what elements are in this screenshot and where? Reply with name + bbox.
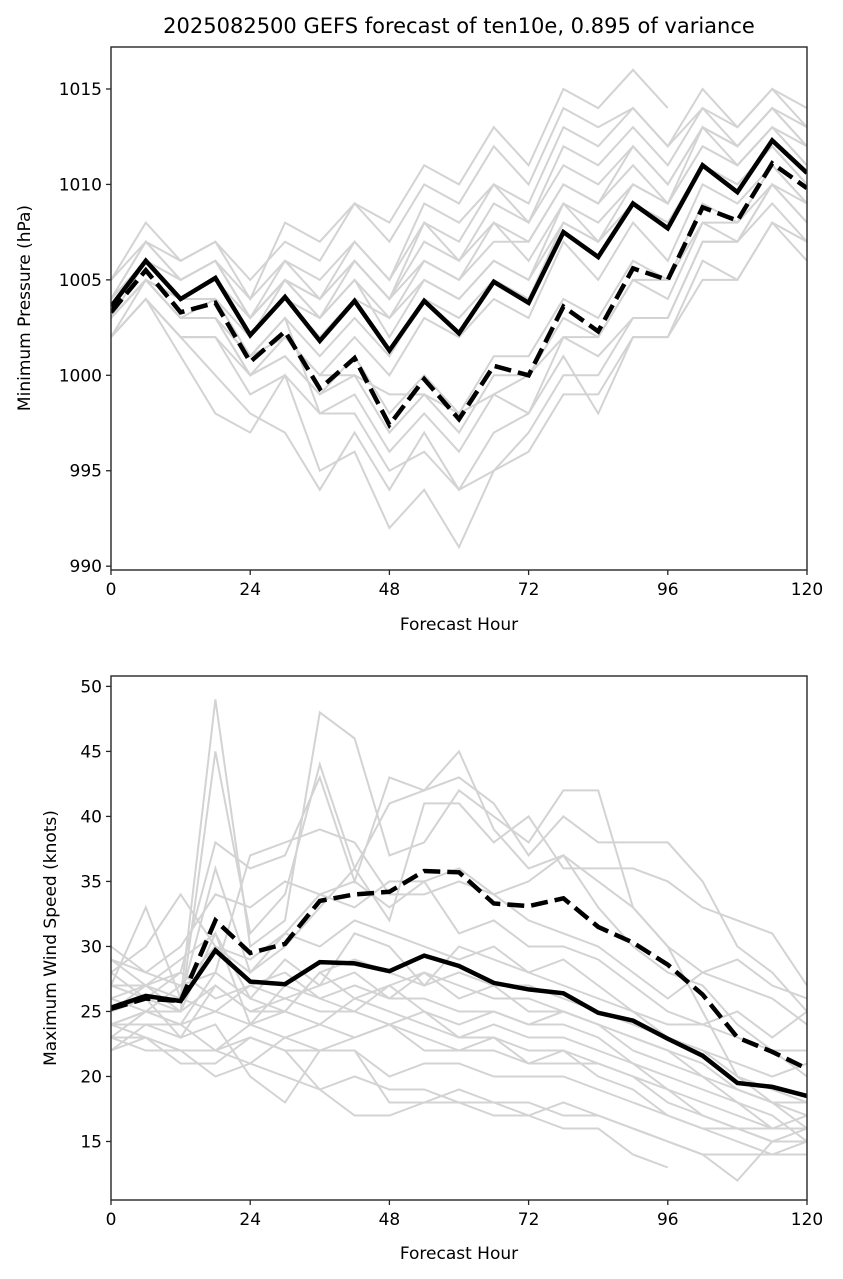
wind-y-tick-label: 25 xyxy=(80,1002,102,1022)
pressure-y-tick-label: 990 xyxy=(70,557,102,577)
pressure-member-line xyxy=(111,87,807,302)
wind-x-tick-label: 120 xyxy=(791,1210,823,1230)
wind-x-tick-label: 0 xyxy=(106,1210,117,1230)
pressure-mean-lines xyxy=(111,137,807,430)
pressure-x-tick-label: 72 xyxy=(518,580,540,600)
pressure-panel: 0 24 48 72 96 120 990 995 1000 1005 1010 1015 Fore… xyxy=(15,46,823,635)
wind-y-axis-label: Maximum Wind Speed (knots) xyxy=(41,810,61,1066)
pressure-member-line xyxy=(111,220,807,492)
wind-weighted-line xyxy=(111,868,807,1071)
pressure-x-tick-label: 0 xyxy=(106,580,117,600)
wind-y-tick-label: 50 xyxy=(80,677,102,697)
pressure-mean-line xyxy=(111,137,807,355)
pressure-member-line xyxy=(111,202,807,550)
chart-title: 2025082500 GEFS forecast of ten10e, 0.89… xyxy=(163,14,755,38)
pressure-x-tick-label: 96 xyxy=(657,580,679,600)
pressure-axes-frame xyxy=(110,46,808,571)
wind-y-tick-label: 40 xyxy=(80,807,102,827)
wind-axes-frame xyxy=(110,675,808,1201)
pressure-y-tick-label: 995 xyxy=(70,462,102,482)
pressure-y-tick-label: 1015 xyxy=(59,80,102,100)
pressure-x-ticks: 0 24 48 72 96 120 xyxy=(106,570,823,600)
wind-x-tick-label: 72 xyxy=(518,1210,540,1230)
wind-x-tick-label: 48 xyxy=(379,1210,401,1230)
wind-x-axis-label: Forecast Hour xyxy=(400,1244,518,1264)
wind-y-tick-label: 30 xyxy=(80,937,102,957)
pressure-member-line xyxy=(111,106,807,320)
pressure-y-tick-label: 1010 xyxy=(59,175,102,195)
wind-y-tick-label: 15 xyxy=(80,1132,102,1152)
wind-member-line xyxy=(111,984,807,1130)
wind-member-line xyxy=(111,751,807,1026)
wind-member-line xyxy=(111,879,807,1039)
wind-member-line xyxy=(111,699,807,1130)
pressure-x-axis-label: Forecast Hour xyxy=(400,615,518,635)
wind-y-tick-label: 45 xyxy=(80,742,102,762)
wind-member-line xyxy=(111,854,807,1026)
wind-x-tick-label: 24 xyxy=(239,1210,261,1230)
wind-x-tick-label: 96 xyxy=(657,1210,679,1230)
pressure-y-tick-label: 1000 xyxy=(59,366,102,386)
pressure-member-line xyxy=(111,87,807,301)
pressure-weighted-line xyxy=(111,160,807,430)
pressure-x-tick-label: 48 xyxy=(379,580,401,600)
pressure-x-tick-label: 120 xyxy=(791,580,823,600)
wind-mean-lines xyxy=(111,868,807,1099)
wind-member-line xyxy=(111,931,807,1078)
wind-y-tick-label: 35 xyxy=(80,872,102,892)
pressure-member-line xyxy=(111,182,807,435)
pressure-member-line xyxy=(111,125,807,320)
wind-member-lines xyxy=(111,699,807,1182)
wind-member-line xyxy=(111,997,807,1130)
wind-member-line xyxy=(111,1036,669,1169)
wind-member-line xyxy=(111,971,807,1104)
wind-y-ticks: 15 20 25 30 35 40 45 50 xyxy=(80,677,111,1152)
wind-y-tick-label: 20 xyxy=(80,1067,102,1087)
pressure-x-tick-label: 24 xyxy=(239,580,261,600)
pressure-y-ticks: 990 995 1000 1005 1010 1015 xyxy=(59,80,111,577)
wind-mean-line xyxy=(111,947,807,1099)
wind-x-ticks: 0 24 48 72 96 120 xyxy=(106,1200,823,1230)
wind-member-line xyxy=(111,919,807,1052)
wind-panel: 0 24 48 72 96 120 15 20 25 30 35 40 45 50 Forecast H… xyxy=(41,675,823,1264)
pressure-y-axis-label: Minimum Pressure (hPa) xyxy=(15,205,35,411)
pressure-y-tick-label: 1005 xyxy=(59,271,102,291)
